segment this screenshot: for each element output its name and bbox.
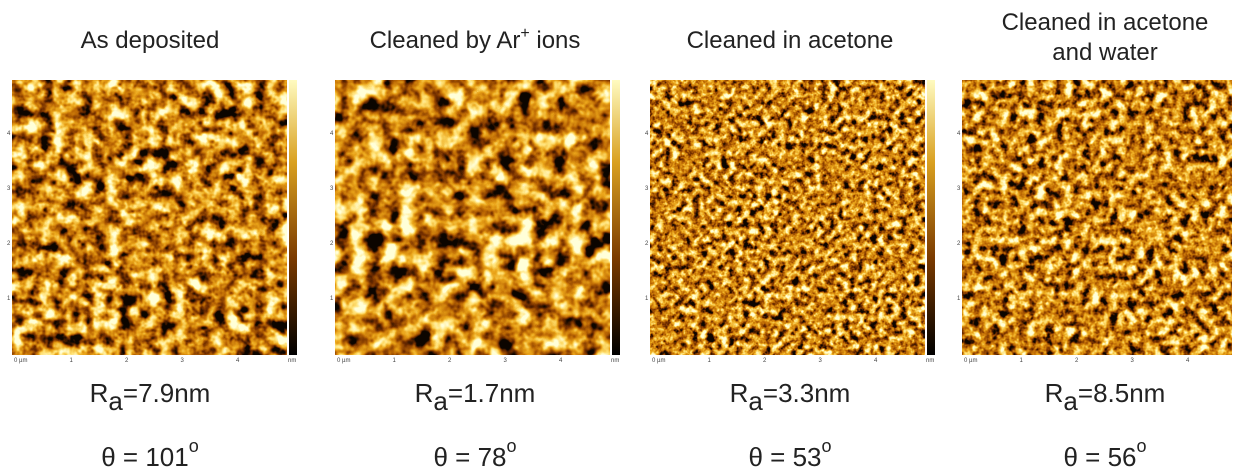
contact-angle: θ = 56o xyxy=(1063,436,1146,472)
roughness: Ra=1.7nm xyxy=(415,378,536,416)
x-tick-label: 2 xyxy=(448,358,452,364)
y-tick-label: 4 xyxy=(330,131,334,137)
panel-title: Cleaned by Ar+ ions xyxy=(370,25,581,54)
panel: 0 µm 1 2 3 4 nm 1 2 3 4 Cleaned in acetone Ra=3.3nm… xyxy=(645,27,935,472)
x-tick-label: 1 xyxy=(70,358,74,364)
color-bar xyxy=(612,80,620,355)
afm-image xyxy=(962,80,1232,355)
degree-sign: o xyxy=(189,436,199,456)
unit-label: nm xyxy=(611,358,619,364)
panel-title: As deposited xyxy=(81,27,220,54)
color-bar xyxy=(927,80,935,355)
panel-title: and water xyxy=(1052,39,1157,66)
y-tick-label: 2 xyxy=(645,241,649,247)
roughness: Ra=8.5nm xyxy=(1045,378,1166,416)
contact-angle-value: θ = 56 xyxy=(1063,442,1136,472)
afm-image xyxy=(650,80,925,355)
x-tick-label: 2 xyxy=(1075,358,1079,364)
panel: 0 µm 1 2 3 4 nm 1 2 3 4 Cleaned by Ar+ ions Ra=1.7n… xyxy=(330,25,620,472)
x-tick-label: 0 µm xyxy=(337,358,350,364)
y-tick-label: 1 xyxy=(330,296,334,302)
title-text: Cleaned in acetone xyxy=(1002,9,1209,36)
x-tick-label: 4 xyxy=(559,358,563,364)
x-tick-label: 4 xyxy=(236,358,240,364)
x-tick-label: 3 xyxy=(819,358,823,364)
title-text: As deposited xyxy=(81,27,220,54)
y-tick-label: 4 xyxy=(7,131,11,137)
x-tick-label: 3 xyxy=(504,358,508,364)
x-tick-label: 4 xyxy=(874,358,878,364)
unit-label: nm xyxy=(926,358,934,364)
roughness-subscript: a xyxy=(108,386,123,416)
x-tick-label: 2 xyxy=(125,358,129,364)
y-tick-label: 2 xyxy=(957,241,961,247)
title-text: and water xyxy=(1052,39,1157,66)
y-tick-label: 4 xyxy=(645,131,649,137)
roughness: Ra=3.3nm xyxy=(730,378,851,416)
y-tick-label: 1 xyxy=(645,296,649,302)
y-tick-label: 3 xyxy=(330,186,334,192)
x-tick-label: 0 µm xyxy=(964,358,977,364)
x-tick-label: 0 µm xyxy=(652,358,665,364)
title-text: Cleaned in acetone xyxy=(687,27,894,54)
panel: 0 µm 1 2 3 4 1 2 3 4 Cleaned in acetone and water R… xyxy=(957,9,1232,472)
roughness: Ra=7.9nm xyxy=(90,378,211,416)
y-tick-label: 3 xyxy=(7,186,11,192)
contact-angle-value: θ = 53 xyxy=(748,442,821,472)
color-bar xyxy=(289,80,297,355)
roughness-symbol: R xyxy=(90,378,109,408)
panel-title: Cleaned in acetone xyxy=(1002,9,1209,36)
y-tick-label: 1 xyxy=(957,296,961,302)
roughness-value: =8.5nm xyxy=(1078,378,1165,408)
panel-title: Cleaned in acetone xyxy=(687,27,894,54)
x-tick-label: 2 xyxy=(763,358,767,364)
y-tick-label: 4 xyxy=(957,131,961,137)
roughness-subscript: a xyxy=(433,386,448,416)
afm-image xyxy=(335,80,610,355)
roughness-subscript: a xyxy=(748,386,763,416)
contact-angle-value: θ = 78 xyxy=(433,442,506,472)
roughness-value: =7.9nm xyxy=(123,378,210,408)
x-tick-label: 4 xyxy=(1186,358,1190,364)
title-text: ions xyxy=(530,27,581,54)
roughness-subscript: a xyxy=(1063,386,1078,416)
unit-label: nm xyxy=(288,358,296,364)
y-tick-label: 3 xyxy=(957,186,961,192)
x-tick-label: 1 xyxy=(393,358,397,364)
title-superscript: + xyxy=(520,25,529,42)
title-text: Cleaned by Ar xyxy=(370,27,521,54)
roughness-symbol: R xyxy=(415,378,434,408)
roughness-value: =1.7nm xyxy=(448,378,535,408)
contact-angle-value: θ = 101 xyxy=(101,442,188,472)
x-tick-label: 3 xyxy=(1131,358,1135,364)
roughness-symbol: R xyxy=(730,378,749,408)
y-tick-label: 2 xyxy=(330,241,334,247)
degree-sign: o xyxy=(1137,436,1147,456)
figure: 0 µm1234nm1234As depositedRa=7.9nmθ = 10… xyxy=(0,0,1238,472)
x-tick-label: 1 xyxy=(1020,358,1024,364)
roughness-value: =3.3nm xyxy=(763,378,850,408)
roughness-symbol: R xyxy=(1045,378,1064,408)
panel: 0 µm 1 2 3 4 nm 1 2 3 4 As deposited Ra=7.9nm θ = 10… xyxy=(7,27,297,472)
degree-sign: o xyxy=(822,436,832,456)
degree-sign: o xyxy=(507,436,517,456)
contact-angle: θ = 101o xyxy=(101,436,199,472)
afm-image xyxy=(12,80,287,355)
x-tick-label: 3 xyxy=(181,358,185,364)
y-tick-label: 3 xyxy=(645,186,649,192)
contact-angle: θ = 53o xyxy=(748,436,831,472)
x-tick-label: 0 µm xyxy=(14,358,27,364)
contact-angle: θ = 78o xyxy=(433,436,516,472)
x-tick-label: 1 xyxy=(708,358,712,364)
y-tick-label: 2 xyxy=(7,241,11,247)
y-tick-label: 1 xyxy=(7,296,11,302)
